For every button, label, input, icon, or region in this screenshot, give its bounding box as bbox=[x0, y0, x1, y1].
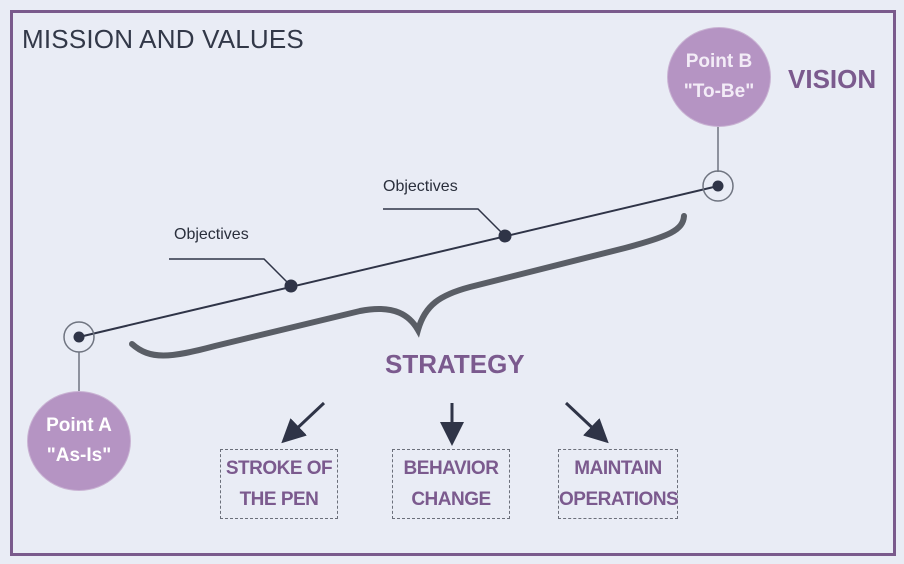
objective-label-1: Objectives bbox=[174, 226, 249, 243]
outcome-box-maintain-operations: MAINTAIN OPERATIONS bbox=[558, 449, 679, 519]
strategy-label: STRATEGY bbox=[385, 349, 525, 379]
objective-dot-1 bbox=[284, 279, 298, 293]
outcome-line: CHANGE bbox=[411, 489, 491, 510]
arrow-left bbox=[281, 401, 326, 444]
point-a-dot bbox=[73, 331, 85, 343]
objective-label-2: Objectives bbox=[383, 178, 458, 195]
strategy-brace bbox=[129, 213, 687, 359]
point-b-dot bbox=[712, 180, 724, 192]
objective-leader-1 bbox=[169, 258, 292, 287]
point-b-subtitle: "To-Be" bbox=[683, 81, 755, 102]
vision-label: VISION bbox=[788, 64, 877, 94]
point-a-subtitle: "As-Is" bbox=[46, 445, 112, 466]
point-b-circle: Point B "To-Be" bbox=[668, 28, 770, 126]
outcome-line: STROKE OF bbox=[225, 458, 333, 479]
arrow-right bbox=[564, 401, 609, 444]
outcome-line: OPERATIONS bbox=[559, 489, 679, 510]
diagram-frame bbox=[10, 10, 896, 556]
point-a-circle: Point A "As-Is" bbox=[28, 392, 130, 490]
objective-leader-2 bbox=[383, 208, 506, 237]
point-a-title: Point A bbox=[46, 415, 112, 436]
outcome-line: BEHAVIOR bbox=[403, 458, 499, 479]
outcome-box-stroke-of-pen: STROKE OF THE PEN bbox=[220, 449, 338, 519]
outcome-line: MAINTAIN bbox=[574, 458, 662, 479]
objective-dot-2 bbox=[498, 229, 512, 243]
point-b-title: Point B bbox=[685, 51, 753, 72]
outcome-line: THE PEN bbox=[239, 489, 319, 510]
page-title: MISSION AND VALUES bbox=[22, 24, 304, 54]
point-a-ring bbox=[63, 321, 95, 353]
outcome-box-behavior-change: BEHAVIOR CHANGE bbox=[392, 449, 510, 519]
point-b-ring bbox=[702, 170, 734, 202]
main-path-line bbox=[78, 185, 719, 338]
